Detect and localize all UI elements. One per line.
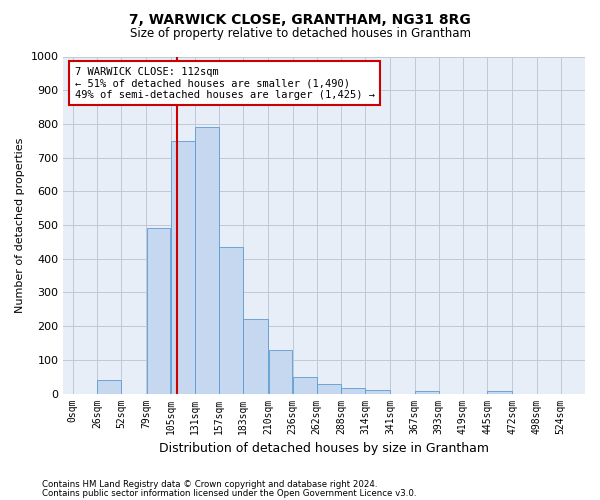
Bar — [244, 320, 268, 394]
Bar — [317, 384, 341, 394]
Text: 7 WARWICK CLOSE: 112sqm
← 51% of detached houses are smaller (1,490)
49% of semi: 7 WARWICK CLOSE: 112sqm ← 51% of detache… — [74, 66, 374, 100]
Bar — [415, 391, 439, 394]
Bar — [146, 228, 170, 394]
Text: 7, WARWICK CLOSE, GRANTHAM, NG31 8RG: 7, WARWICK CLOSE, GRANTHAM, NG31 8RG — [129, 12, 471, 26]
X-axis label: Distribution of detached houses by size in Grantham: Distribution of detached houses by size … — [159, 442, 489, 455]
Bar — [195, 128, 219, 394]
Bar — [365, 390, 390, 394]
Bar — [487, 391, 512, 394]
Bar — [97, 380, 121, 394]
Text: Contains public sector information licensed under the Open Government Licence v3: Contains public sector information licen… — [42, 488, 416, 498]
Y-axis label: Number of detached properties: Number of detached properties — [15, 138, 25, 312]
Text: Contains HM Land Registry data © Crown copyright and database right 2024.: Contains HM Land Registry data © Crown c… — [42, 480, 377, 489]
Bar — [219, 247, 243, 394]
Bar — [341, 388, 365, 394]
Bar — [171, 141, 194, 394]
Text: Size of property relative to detached houses in Grantham: Size of property relative to detached ho… — [130, 28, 470, 40]
Bar — [293, 376, 317, 394]
Bar — [269, 350, 292, 394]
